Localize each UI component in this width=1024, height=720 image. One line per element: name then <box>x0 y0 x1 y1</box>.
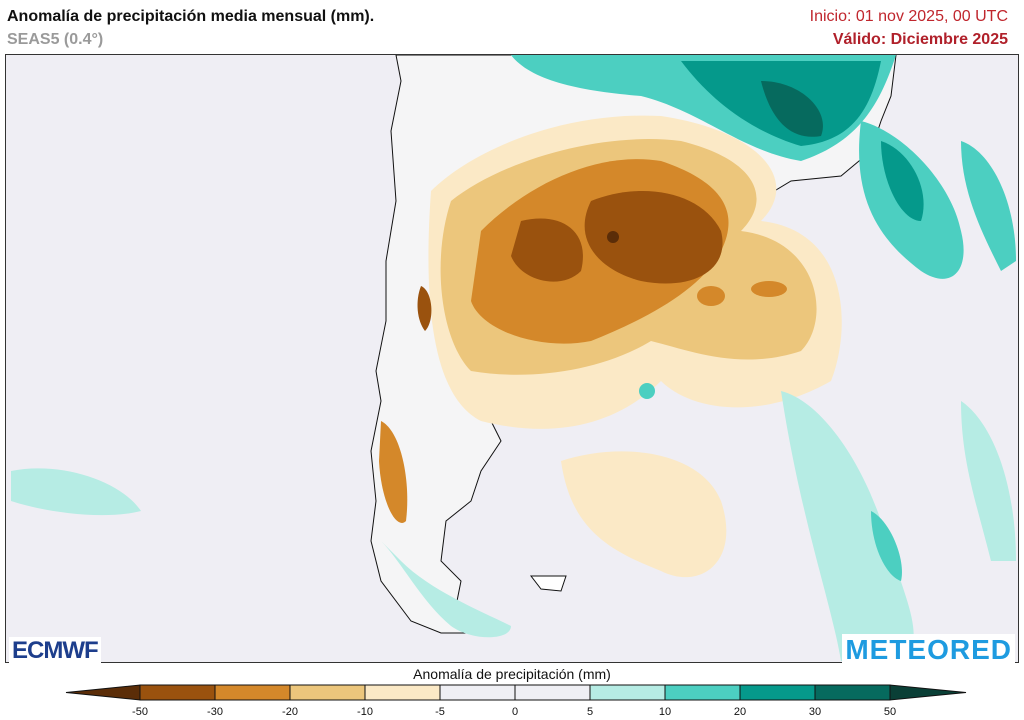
colorbar-tick-label: -5 <box>435 706 445 718</box>
precipitation-anomaly-map <box>5 54 1019 663</box>
colorbar-tick-label: 50 <box>883 706 897 718</box>
colorbar-arrow-low <box>65 684 141 701</box>
valid-date: Válido: Diciembre 2025 <box>832 31 1008 48</box>
colorbar-segment <box>139 684 216 701</box>
colorbar-segment <box>439 684 516 701</box>
colorbar-tick-label: 0 <box>511 706 519 718</box>
init-date: Inicio: 01 nov 2025, 00 UTC <box>809 8 1008 25</box>
map-canvas <box>11 55 1016 661</box>
colorbar-tick-label: -10 <box>357 706 373 718</box>
islands <box>529 575 567 592</box>
colorbar-tick-label: -30 <box>207 706 223 718</box>
colorbar-tick-label: -50 <box>132 706 148 718</box>
colorbar-title: Anomalía de precipitación (mm) <box>413 666 611 682</box>
map-title: Anomalía de precipitación media mensual … <box>7 8 375 25</box>
colorbar-tick-label: 5 <box>586 706 594 718</box>
colorbar-tick-label: 30 <box>808 706 822 718</box>
dry-anomalies <box>379 115 842 578</box>
meteored-logo: METEORED <box>842 634 1015 666</box>
colorbar-segment <box>664 684 741 701</box>
colorbar-tick-label: 20 <box>733 706 747 718</box>
colorbar-segment <box>514 684 591 701</box>
colorbar-arrow-high <box>889 684 967 701</box>
model-label: SEAS5 (0.4°) <box>7 31 104 48</box>
colorbar-tick-label: -20 <box>282 706 298 718</box>
colorbar-segment <box>289 684 366 701</box>
colorbar-tick-label: 10 <box>658 706 672 718</box>
colorbar <box>65 684 967 701</box>
colorbar-segment <box>214 684 291 701</box>
wet-anomalies <box>11 55 1016 661</box>
ecmwf-logo: ECMWF <box>9 637 101 665</box>
colorbar-segment <box>814 684 891 701</box>
colorbar-segment <box>739 684 816 701</box>
colorbar-segment <box>589 684 666 701</box>
colorbar-segment <box>364 684 441 701</box>
